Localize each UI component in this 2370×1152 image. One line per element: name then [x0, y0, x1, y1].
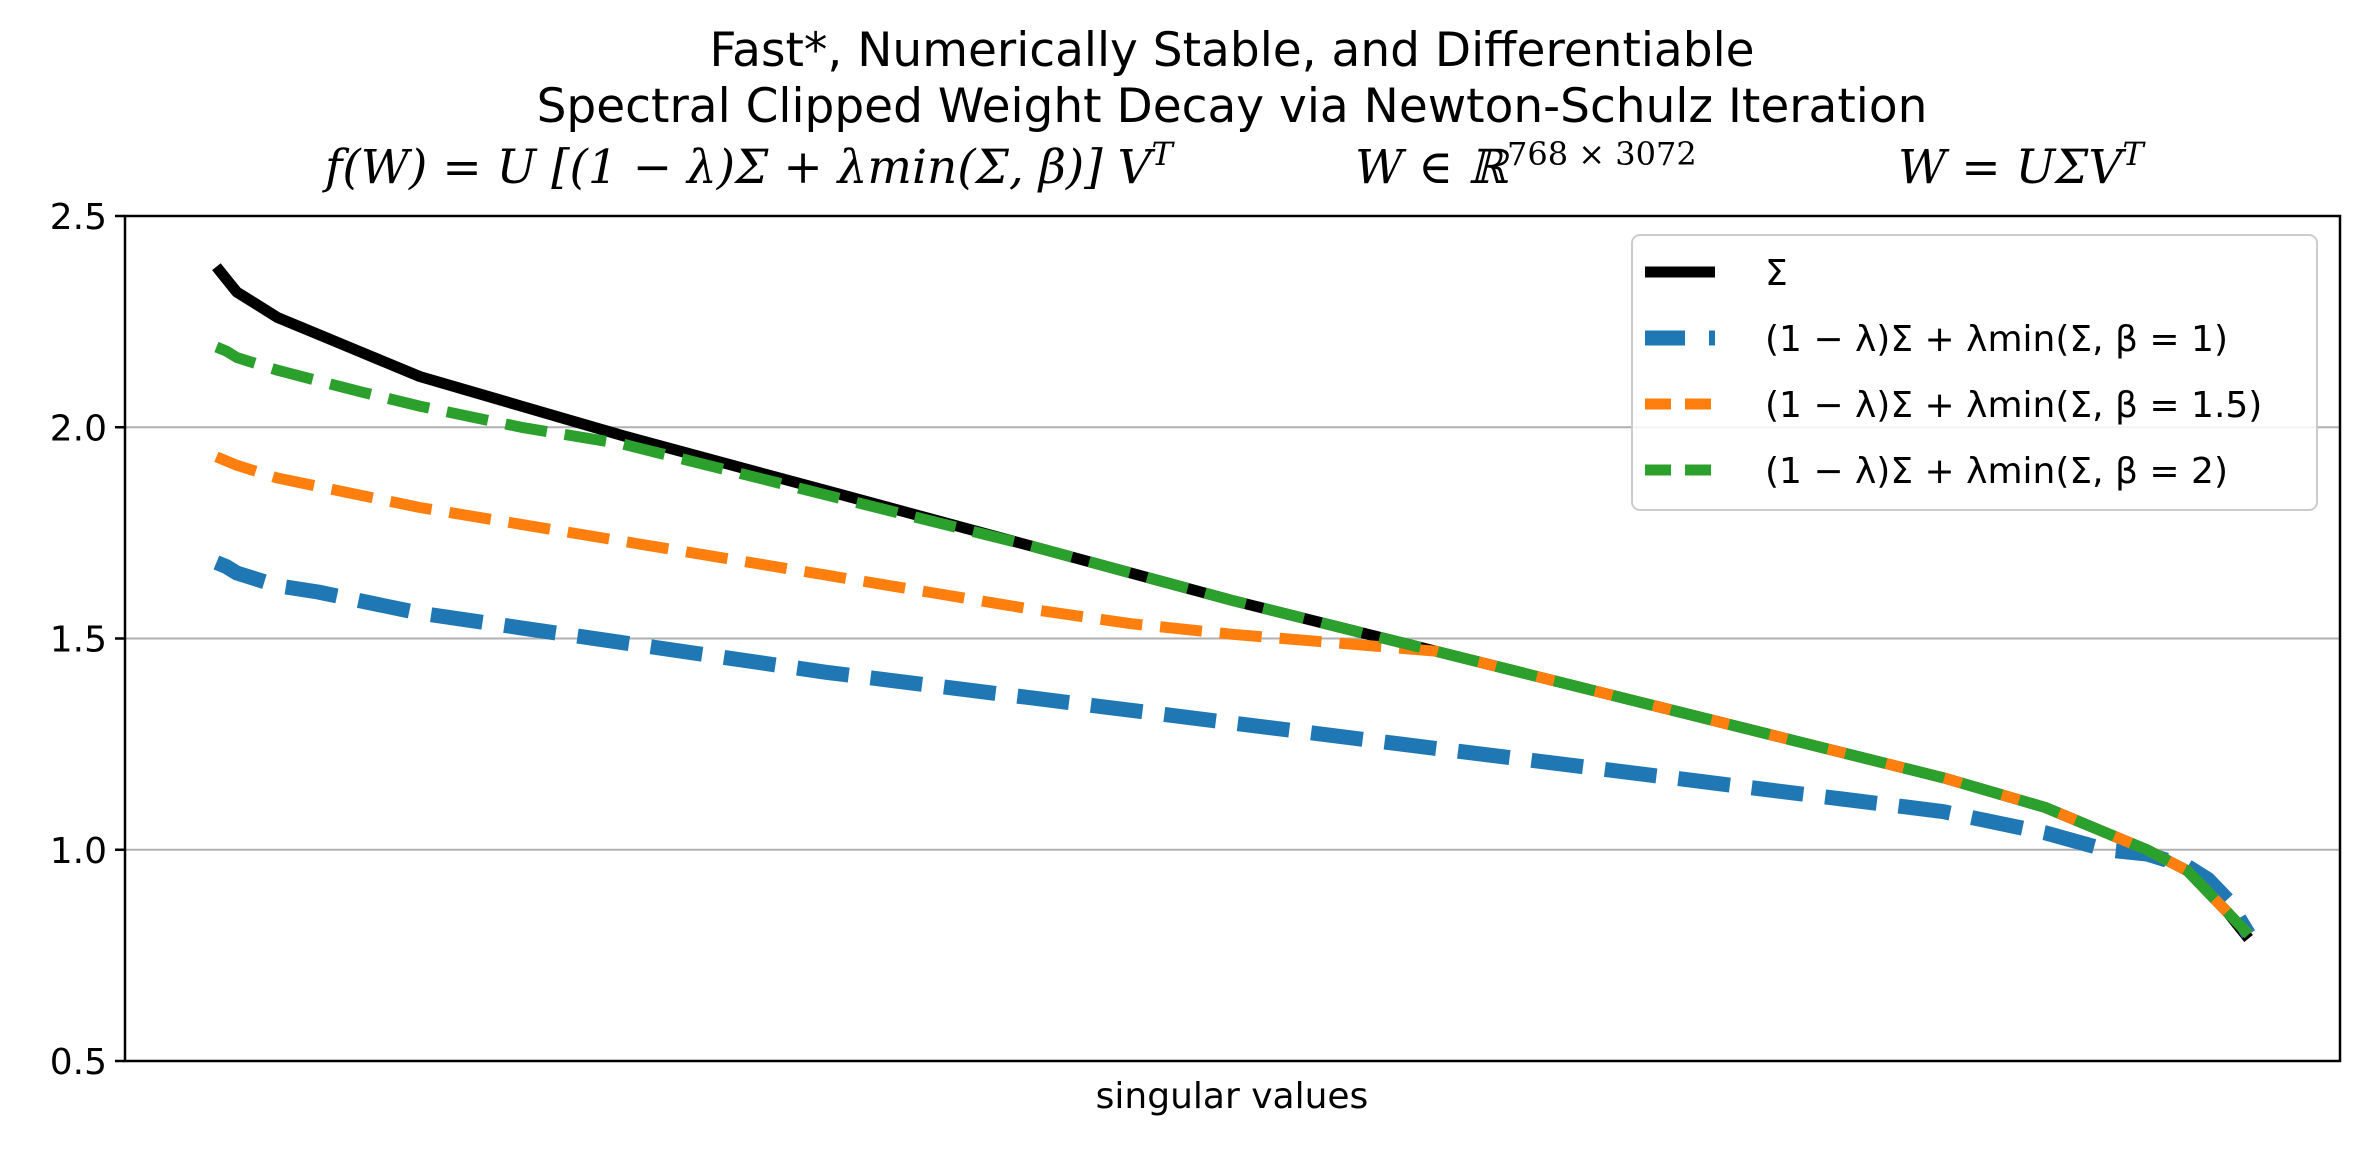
legend-label-0: Σ — [1765, 253, 1788, 294]
legend-box — [1631, 234, 2318, 511]
formula-svd: W = UΣVT — [1898, 135, 2146, 195]
chart-title-line-1: Fast*, Numerically Stable, and Different… — [709, 23, 1754, 78]
series-line-3 — [214, 341, 2253, 939]
formula-w-space-sup: 768 × 3072 — [1507, 135, 1697, 173]
formula-w-space-text: W ∈ ℝ — [1355, 140, 1510, 195]
formula-w-space: W ∈ ℝ768 × 3072 — [1355, 135, 1697, 195]
y-tick-label: 0.5 — [50, 1042, 107, 1083]
y-tick-label: 1.5 — [50, 620, 107, 661]
formula-f-text: f(W) = U [(1 − λ)Σ + λmin(Σ, β)] V — [322, 140, 1156, 195]
chart-title-line-2: Spectral Clipped Weight Decay via Newton… — [537, 79, 1928, 134]
formula-f-sup: T — [1151, 135, 1175, 173]
legend-label-1: (1 − λ)Σ + λmin(Σ, β = 1) — [1765, 319, 2228, 360]
y-tick-label: 1.0 — [50, 831, 107, 872]
x-axis-label: singular values — [1096, 1076, 1369, 1117]
y-tick-label: 2.0 — [50, 408, 107, 449]
series-layer — [212, 263, 2256, 942]
formula-svd-sup: T — [2122, 135, 2146, 173]
legend-label-3: (1 − λ)Σ + λmin(Σ, β = 2) — [1765, 451, 2228, 492]
y-tick-label: 2.5 — [50, 197, 107, 238]
formula-f: f(W) = U [(1 − λ)Σ + λmin(Σ, β)] VT — [322, 135, 1175, 195]
formula-svd-text: W = UΣV — [1898, 140, 2126, 195]
series-line-2 — [214, 451, 2253, 939]
legend-label-2: (1 − λ)Σ + λmin(Σ, β = 1.5) — [1765, 385, 2262, 426]
y-axis-ticks: 0.5 1.0 1.5 2.0 2.5 — [50, 197, 125, 1083]
legend: Σ (1 − λ)Σ + λmin(Σ, β = 1) (1 − λ)Σ + λmi… — [1631, 234, 2318, 511]
